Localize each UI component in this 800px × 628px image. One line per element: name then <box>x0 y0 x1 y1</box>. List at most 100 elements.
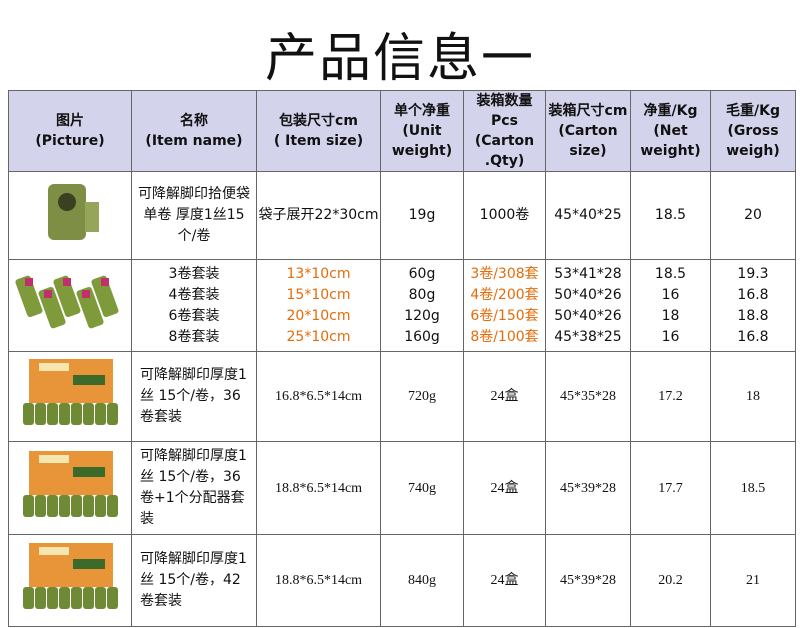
picture-cell <box>8 259 132 352</box>
cell-line: 可降解脚印厚度1丝 15个/卷，36卷+1个分配器套装 <box>140 448 247 527</box>
table-row: 3卷套装 4卷套装 6卷套装 8卷套装 13*10cm 15*10cm 20*10cm 25*… <box>8 259 796 352</box>
name-cell: 可降解脚印厚度1丝 15个/卷，42卷套装 <box>131 534 257 627</box>
cell-line: 1000卷 <box>479 207 530 223</box>
cell-line: 160g <box>404 328 440 345</box>
cell-line: weight) <box>640 143 701 159</box>
picture-cell <box>8 351 132 442</box>
cell-line: 720g <box>408 389 436 404</box>
cell-line: 50*40*26 <box>554 307 622 324</box>
column-header: 净重/Kg (Net weight) <box>630 90 711 172</box>
cell-line: 可降解脚印拾便袋单卷 厚度1丝15个/卷 <box>138 186 250 244</box>
cell-line: 17.7 <box>658 480 683 496</box>
cell-line: 可降解脚印厚度1丝 15个/卷，36卷套装 <box>140 367 247 425</box>
cell-line: 包装尺寸cm <box>279 113 358 129</box>
column-header: 装箱尺寸cm (Carton size) <box>545 90 631 172</box>
product-image <box>15 275 119 329</box>
data-cell: 18.5 <box>630 171 711 260</box>
cell-line: size) <box>569 143 607 159</box>
table-row: 可降解脚印厚度1丝 15个/卷，36卷+1个分配器套装 18.8*6.5*14cm… <box>8 441 796 535</box>
column-header: 毛重/Kg (Gross weigh) <box>710 90 796 172</box>
data-cell: 45*39*28 <box>545 441 631 535</box>
name-cell: 可降解脚印厚度1丝 15个/卷，36卷+1个分配器套装 <box>131 441 257 535</box>
cell-line: 18.5 <box>740 480 766 496</box>
cell-line: 20.2 <box>658 573 683 588</box>
cell-line: (Gross <box>727 123 779 139</box>
data-cell: 袋子展开22*30cm <box>256 171 381 260</box>
data-cell: 16.8*6.5*14cm <box>256 351 381 442</box>
cell-line: .Qty) <box>484 153 525 169</box>
cell-line: 装箱尺寸cm <box>548 103 628 119</box>
cell-line: 45*35*28 <box>560 389 616 404</box>
cell-line: 24盒 <box>490 573 519 588</box>
cell-line: 装箱数量 <box>476 93 533 109</box>
data-cell: 45*39*28 <box>545 534 631 627</box>
cell-line: 20*10cm <box>286 307 351 324</box>
cell-line: 840g <box>408 573 436 588</box>
cell-line: 净重/Kg <box>643 103 698 119</box>
cell-line: 3卷套装 <box>168 265 220 282</box>
data-cell: 21 <box>710 534 796 627</box>
cell-line: 毛重/Kg <box>726 103 780 119</box>
data-cell: 60g 80g 120g 160g <box>380 259 464 352</box>
name-cell: 可降解脚印拾便袋单卷 厚度1丝15个/卷 <box>131 171 257 260</box>
cell-line: 24盒 <box>490 480 519 496</box>
data-cell: 840g <box>380 534 464 627</box>
cell-line: (Carton <box>474 133 535 149</box>
cell-line: 16 <box>661 286 680 303</box>
product-table: 图片 (Picture) 名称 (Item name) 包装尺寸cm ( Item siz… <box>8 90 796 627</box>
cell-line: 4卷套装 <box>168 286 220 303</box>
data-cell: 19g <box>380 171 464 260</box>
cell-line: 6卷/150套 <box>470 307 539 324</box>
cell-line: 60g <box>408 265 436 282</box>
cell-line: (Unit <box>402 123 442 139</box>
cell-line: 18.8*6.5*14cm <box>274 480 363 496</box>
data-cell: 13*10cm 15*10cm 20*10cm 25*10cm <box>256 259 381 352</box>
table-row: 可降解脚印厚度1丝 15个/卷，36卷套装 16.8*6.5*14cm 720g 24… <box>8 351 796 442</box>
cell-line: 19.3 <box>737 265 769 282</box>
cell-line: 8卷套装 <box>168 328 220 345</box>
page-title: 产品信息一 <box>264 29 535 89</box>
cell-line: 名称 <box>180 113 208 129</box>
cell-line: 740g <box>408 480 436 496</box>
cell-line: (Net <box>653 123 688 139</box>
cell-line: 25*10cm <box>286 328 351 345</box>
cell-line: 3卷/308套 <box>470 265 539 282</box>
cell-line: 20 <box>744 207 762 223</box>
data-cell: 18 <box>710 351 796 442</box>
picture-cell <box>8 441 132 535</box>
cell-line: 45*39*28 <box>560 480 616 496</box>
data-cell: 18.5 <box>710 441 796 535</box>
cell-line: 16.8*6.5*14cm <box>274 389 363 404</box>
cell-line: 18.5 <box>654 207 687 223</box>
cell-line: (Picture) <box>35 133 105 149</box>
cell-line: 19g <box>408 207 436 223</box>
data-cell: 18.8*6.5*14cm <box>256 441 381 535</box>
product-image <box>48 184 99 240</box>
cell-line: 6卷套装 <box>168 307 220 324</box>
cell-line: 8卷/100套 <box>470 328 539 345</box>
cell-line: 4卷/200套 <box>470 286 539 303</box>
header-row: 图片 (Picture) 名称 (Item name) 包装尺寸cm ( Item siz… <box>8 90 796 172</box>
cell-line: (Carton <box>558 123 618 139</box>
data-cell: 24盒 <box>463 441 546 535</box>
cell-line: 16.8 <box>737 328 769 345</box>
cell-line: weight) <box>391 143 453 159</box>
cell-line: 45*38*25 <box>554 328 622 345</box>
column-header: 包装尺寸cm ( Item size) <box>256 90 381 172</box>
cell-line: (Item name) <box>145 133 243 149</box>
cell-line: 18.8*6.5*14cm <box>274 573 363 588</box>
data-cell: 19.3 16.8 18.8 16.8 <box>710 259 796 352</box>
cell-line: 24盒 <box>490 389 519 404</box>
cell-line: 45*39*28 <box>560 573 616 588</box>
cell-line: 18 <box>746 389 760 404</box>
cell-line: 单个净重 <box>394 103 450 119</box>
cell-line: Pcs <box>491 113 518 129</box>
cell-line: 15*10cm <box>286 286 351 303</box>
cell-line: 可降解脚印厚度1丝 15个/卷，42卷套装 <box>140 551 247 609</box>
product-image <box>23 359 118 425</box>
cell-line: 18.5 <box>654 265 687 282</box>
column-header: 名称 (Item name) <box>131 90 257 172</box>
cell-line: 53*41*28 <box>554 265 622 282</box>
data-cell: 45*40*25 <box>545 171 631 260</box>
